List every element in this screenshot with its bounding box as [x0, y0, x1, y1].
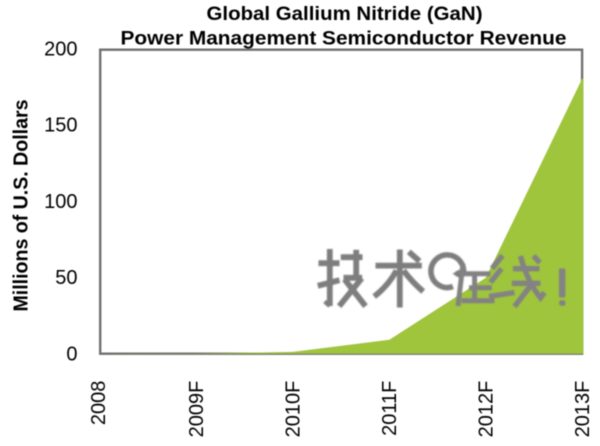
svg-text:2012F: 2012F — [476, 381, 498, 438]
svg-text:200: 200 — [44, 39, 77, 61]
svg-text:Millions of U.S. Dollars: Millions of U.S. Dollars — [11, 100, 33, 312]
svg-text:2011F: 2011F — [379, 381, 401, 436]
svg-text:0: 0 — [66, 343, 77, 365]
svg-text:2009F: 2009F — [186, 381, 208, 438]
svg-text:2010F: 2010F — [283, 381, 305, 438]
svg-text:2013F: 2013F — [572, 381, 594, 438]
svg-text:Global Gallium Nitride (GaN): Global Gallium Nitride (GaN) — [207, 4, 483, 25]
svg-text:Power Management Semiconductor: Power Management Semiconductor Revenue — [121, 28, 567, 49]
svg-text:2008: 2008 — [88, 381, 110, 426]
svg-text:100: 100 — [44, 191, 77, 213]
svg-text:50: 50 — [55, 267, 77, 289]
svg-text:150: 150 — [44, 115, 77, 137]
